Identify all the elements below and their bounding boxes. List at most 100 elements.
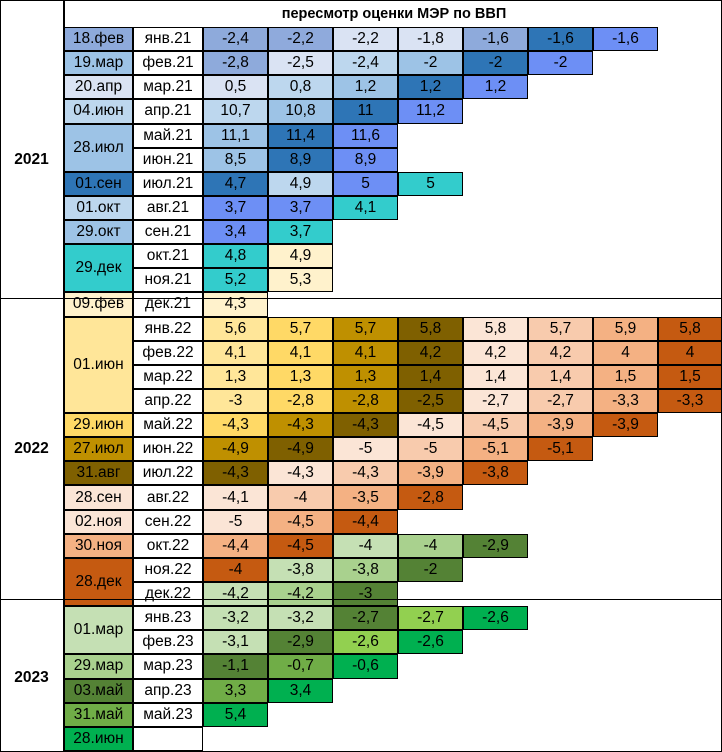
review-date-cell: 30.ноя: [64, 533, 133, 558]
forecast-month-cell: апр.21: [133, 99, 203, 124]
estimate-value-cell: -3,5: [333, 485, 398, 510]
review-date-cell: 09.фев: [64, 292, 133, 317]
estimate-value-cell: -3,2: [203, 606, 268, 631]
estimate-value-cell: 1,4: [398, 364, 463, 389]
estimate-value-cell: -4,2: [203, 581, 268, 607]
estimate-value-cell: -2,6: [398, 630, 463, 655]
grid-line: [63, 0, 65, 752]
estimate-value-cell: -4,4: [203, 533, 268, 558]
review-date-cell: 20.апр: [64, 75, 133, 100]
estimate-value-cell: -4,3: [203, 413, 268, 438]
estimate-value-cell: 4,1: [333, 195, 398, 221]
estimate-value-cell: -1,6: [463, 27, 528, 52]
estimate-value-cell: 10,8: [268, 99, 333, 124]
review-date-cell: 28.сен: [64, 485, 133, 510]
estimate-value-cell: 5,8: [463, 316, 528, 341]
estimate-value-cell: 11: [333, 99, 398, 124]
forecast-month-cell: июл.21: [133, 171, 203, 196]
estimate-value-cell: -3,2: [268, 606, 333, 631]
estimate-value-cell: 4,2: [528, 340, 593, 365]
estimate-value-cell: 1,2: [333, 75, 398, 100]
forecast-month-cell: фев.22: [133, 340, 203, 365]
review-date-cell: 28.июл: [64, 123, 133, 172]
estimate-value-cell: 3,4: [268, 678, 333, 703]
estimate-value-cell: -2,8: [333, 388, 398, 414]
forecast-month-cell: янв.21: [133, 27, 203, 52]
estimate-value-cell: 11,6: [333, 123, 398, 148]
review-date-cell: 31.авг: [64, 461, 133, 486]
estimate-value-cell: -3,9: [593, 413, 658, 438]
review-date-cell: 19.мар: [64, 51, 133, 76]
estimate-value-cell: -3,9: [398, 461, 463, 486]
estimate-value-cell: -3,3: [658, 388, 722, 414]
estimate-value-cell: -2,5: [398, 388, 463, 414]
estimate-value-cell: -1,6: [528, 27, 593, 52]
forecast-month-cell: май.21: [133, 123, 203, 148]
review-date-cell: 01.сен: [64, 171, 133, 196]
estimate-value-cell: -4,5: [398, 413, 463, 438]
review-date-cell: 31.май: [64, 702, 133, 727]
estimate-value-cell: -4: [333, 533, 398, 558]
forecast-month-cell: май.22: [133, 413, 203, 438]
estimate-value-cell: -0,7: [268, 654, 333, 679]
forecast-month-cell: сен.22: [133, 509, 203, 534]
forecast-month-cell: мар.22: [133, 364, 203, 389]
estimate-value-cell: 1,2: [398, 75, 463, 100]
forecast-month-cell: июн.22: [133, 437, 203, 462]
estimate-value-cell: -2,6: [333, 630, 398, 655]
estimate-value-cell: -4,3: [333, 461, 398, 486]
estimate-value-cell: 8,5: [203, 147, 268, 172]
estimate-value-cell: -2,9: [463, 533, 528, 558]
estimate-value-cell: -2,7: [528, 388, 593, 414]
estimate-value-cell: 11,2: [398, 99, 463, 124]
estimate-value-cell: -2,7: [398, 606, 463, 631]
forecast-month-cell: ноя.21: [133, 268, 203, 293]
estimate-value-cell: -1,6: [593, 27, 658, 52]
estimate-value-cell: -4,5: [268, 509, 333, 534]
year-label: 2021: [14, 150, 49, 168]
estimate-value-cell: -2,7: [463, 388, 528, 414]
estimate-value-cell: -3: [333, 581, 398, 607]
estimate-value-cell: 4: [593, 340, 658, 365]
estimate-value-cell: -2,2: [333, 27, 398, 52]
review-date-cell: 29.мар: [64, 654, 133, 679]
estimate-value-cell: -1,1: [203, 654, 268, 679]
estimate-value-cell: -2,2: [268, 27, 333, 52]
estimate-value-cell: -4,5: [463, 413, 528, 438]
estimate-value-cell: -5,1: [528, 437, 593, 462]
review-date-cell: 29.дек: [64, 244, 133, 293]
estimate-value-cell: -2,9: [268, 630, 333, 655]
estimate-value-cell: 4,1: [268, 340, 333, 365]
estimate-value-cell: 4,2: [463, 340, 528, 365]
estimate-value-cell: 8,9: [268, 147, 333, 172]
estimate-value-cell: 5,7: [268, 316, 333, 341]
estimate-value-cell: 0,8: [268, 75, 333, 100]
estimate-value-cell: 5,7: [528, 316, 593, 341]
estimate-value-cell: 4,1: [333, 340, 398, 365]
estimate-value-cell: -2,8: [268, 388, 333, 414]
estimate-value-cell: 10,7: [203, 99, 268, 124]
estimate-value-cell: 5,6: [203, 316, 268, 341]
review-date-cell: 03.май: [64, 678, 133, 703]
estimate-value-cell: -3,3: [593, 388, 658, 414]
year-label: 2022: [14, 440, 49, 458]
estimate-value-cell: -0,6: [333, 654, 398, 679]
review-date-cell: 01.мар: [64, 606, 133, 655]
estimate-value-cell: -4,1: [203, 485, 268, 510]
forecast-month-cell: авг.22: [133, 485, 203, 510]
estimate-value-cell: 1,4: [463, 364, 528, 389]
forecast-month-cell: май.23: [133, 702, 203, 727]
forecast-month-cell: [133, 726, 203, 751]
estimate-value-cell: 3,7: [268, 195, 333, 221]
estimate-value-cell: -3,9: [528, 413, 593, 438]
estimate-value-cell: -2,4: [203, 27, 268, 52]
estimate-value-cell: 3,3: [203, 678, 268, 703]
estimate-value-cell: -3: [203, 388, 268, 414]
forecast-month-cell: фев.21: [133, 51, 203, 76]
review-date-cell: 28.дек: [64, 557, 133, 607]
estimate-value-cell: -2: [398, 51, 463, 76]
forecast-month-cell: дек.22: [133, 581, 203, 607]
estimate-value-cell: 5,2: [203, 268, 268, 293]
estimate-value-cell: 5,3: [268, 268, 333, 293]
